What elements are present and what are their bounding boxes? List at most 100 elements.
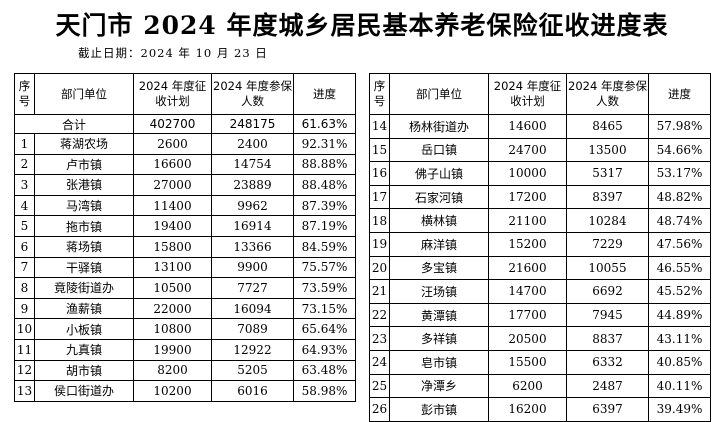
table-header-row: 序号 部门单位 2024 年度征收计划 2024 年度参保人数 进度 [14, 73, 356, 115]
row-seq: 2 [14, 153, 35, 176]
row-seq: 9 [14, 297, 35, 320]
row-plan: 19900 [133, 338, 212, 361]
row-progress: 45.52% [648, 279, 711, 304]
table-row: 6 蒋场镇 15800 13366 84.59% [14, 235, 356, 258]
row-progress: 39.49% [648, 397, 711, 422]
row-progress: 44.89% [648, 302, 711, 328]
row-unit: 张港镇 [34, 174, 134, 196]
table-row: 17 石家河镇 17200 8397 48.82% [369, 184, 711, 210]
table-row: 2 卢市镇 16600 14754 88.88% [14, 153, 356, 176]
row-seq: 25 [369, 373, 390, 399]
table-row: 22 黄潭镇 17700 7945 44.89% [369, 302, 711, 328]
row-progress: 87.19% [293, 215, 356, 237]
total-insured: 248175 [211, 114, 294, 134]
row-unit: 石家河镇 [389, 184, 489, 210]
table-row: 1 蒋湖农场 2600 2400 92.31% [14, 133, 356, 155]
row-progress: 53.17% [648, 161, 711, 186]
row-insured: 14754 [211, 153, 294, 176]
row-insured: 13500 [566, 137, 649, 163]
row-insured: 13366 [211, 235, 294, 258]
row-insured: 10055 [566, 255, 649, 281]
row-insured: 16094 [211, 297, 294, 320]
row-unit: 彭市镇 [389, 397, 489, 422]
row-insured: 6692 [566, 279, 649, 304]
row-seq: 21 [369, 279, 390, 304]
row-unit: 渔薪镇 [34, 297, 134, 320]
row-plan: 13100 [133, 256, 212, 279]
row-plan: 11400 [133, 194, 212, 217]
table-row: 8 竟陵街道办 10500 7727 73.59% [14, 277, 356, 299]
row-progress: 65.64% [293, 318, 356, 340]
table-row: 16 佛子山镇 10000 5317 53.17% [369, 161, 711, 186]
row-seq: 26 [369, 397, 390, 422]
table-row: 12 胡市镇 8200 5205 63.48% [14, 359, 356, 382]
row-progress: 88.48% [293, 174, 356, 196]
header-unit: 部门单位 [389, 73, 489, 115]
row-seq: 18 [369, 208, 390, 233]
row-plan: 10200 [133, 380, 212, 402]
row-progress: 75.57% [293, 256, 356, 279]
row-insured: 6332 [566, 349, 649, 375]
row-progress: 73.15% [293, 297, 356, 320]
row-unit: 胡市镇 [34, 359, 134, 382]
deadline-date: 截止日期：2024 年 10 月 23 日 [78, 46, 268, 60]
row-seq: 5 [14, 215, 35, 237]
row-seq: 14 [369, 114, 390, 139]
header-progress: 进度 [648, 73, 711, 115]
row-seq: 24 [369, 349, 390, 375]
row-unit: 麻洋镇 [389, 231, 489, 257]
table-row: 11 九真镇 19900 12922 64.93% [14, 338, 356, 361]
table-row: 23 多祥镇 20500 8837 43.11% [369, 326, 711, 351]
row-plan: 16600 [133, 153, 212, 176]
header-unit: 部门单位 [34, 73, 134, 115]
header-plan: 2024 年度征收计划 [488, 73, 567, 115]
row-plan: 20500 [488, 326, 567, 351]
row-progress: 48.74% [648, 208, 711, 233]
row-insured: 7945 [566, 302, 649, 328]
page-title: 天门市 2024 年度城乡居民基本养老保险征收进度表 [55, 11, 669, 40]
row-insured: 10284 [566, 208, 649, 233]
row-progress: 46.55% [648, 255, 711, 281]
row-unit: 多宝镇 [389, 255, 489, 281]
row-unit: 岳口镇 [389, 137, 489, 163]
row-plan: 16200 [488, 397, 567, 422]
table-row: 26 彭市镇 16200 6397 39.49% [369, 397, 711, 422]
header-progress: 进度 [293, 73, 356, 115]
row-plan: 27000 [133, 174, 212, 196]
table-row: 19 麻洋镇 15200 7229 47.56% [369, 231, 711, 257]
row-plan: 21100 [488, 208, 567, 233]
row-plan: 15500 [488, 349, 567, 375]
header-seq: 序号 [369, 73, 390, 115]
row-plan: 21600 [488, 255, 567, 281]
row-insured: 16914 [211, 215, 294, 237]
row-insured: 23889 [211, 174, 294, 196]
table-row: 9 渔薪镇 22000 16094 73.15% [14, 297, 356, 320]
table-row: 21 汪场镇 14700 6692 45.52% [369, 279, 711, 304]
row-unit: 汪场镇 [389, 279, 489, 304]
table-row: 15 岳口镇 24700 13500 54.66% [369, 137, 711, 163]
row-plan: 10500 [133, 277, 212, 299]
row-seq: 20 [369, 255, 390, 281]
row-progress: 48.82% [648, 184, 711, 210]
table-row: 20 多宝镇 21600 10055 46.55% [369, 255, 711, 281]
row-progress: 40.11% [648, 373, 711, 399]
row-plan: 10000 [488, 161, 567, 186]
row-seq: 10 [14, 318, 35, 340]
row-unit: 卢市镇 [34, 153, 134, 176]
row-progress: 58.98% [293, 380, 356, 402]
table-row: 14 杨林街道办 14600 8465 57.98% [369, 114, 711, 139]
row-insured: 6397 [566, 397, 649, 422]
header-seq: 序号 [14, 73, 35, 115]
row-seq: 11 [14, 338, 35, 361]
row-progress: 54.66% [648, 137, 711, 163]
header-plan: 2024 年度征收计划 [133, 73, 212, 115]
row-seq: 3 [14, 174, 35, 196]
row-unit: 小板镇 [34, 318, 134, 340]
row-unit: 蒋湖农场 [34, 133, 134, 155]
row-unit: 多祥镇 [389, 326, 489, 351]
row-plan: 17700 [488, 302, 567, 328]
row-insured: 7727 [211, 277, 294, 299]
row-seq: 16 [369, 161, 390, 186]
row-plan: 10800 [133, 318, 212, 340]
row-unit: 皂市镇 [389, 349, 489, 375]
